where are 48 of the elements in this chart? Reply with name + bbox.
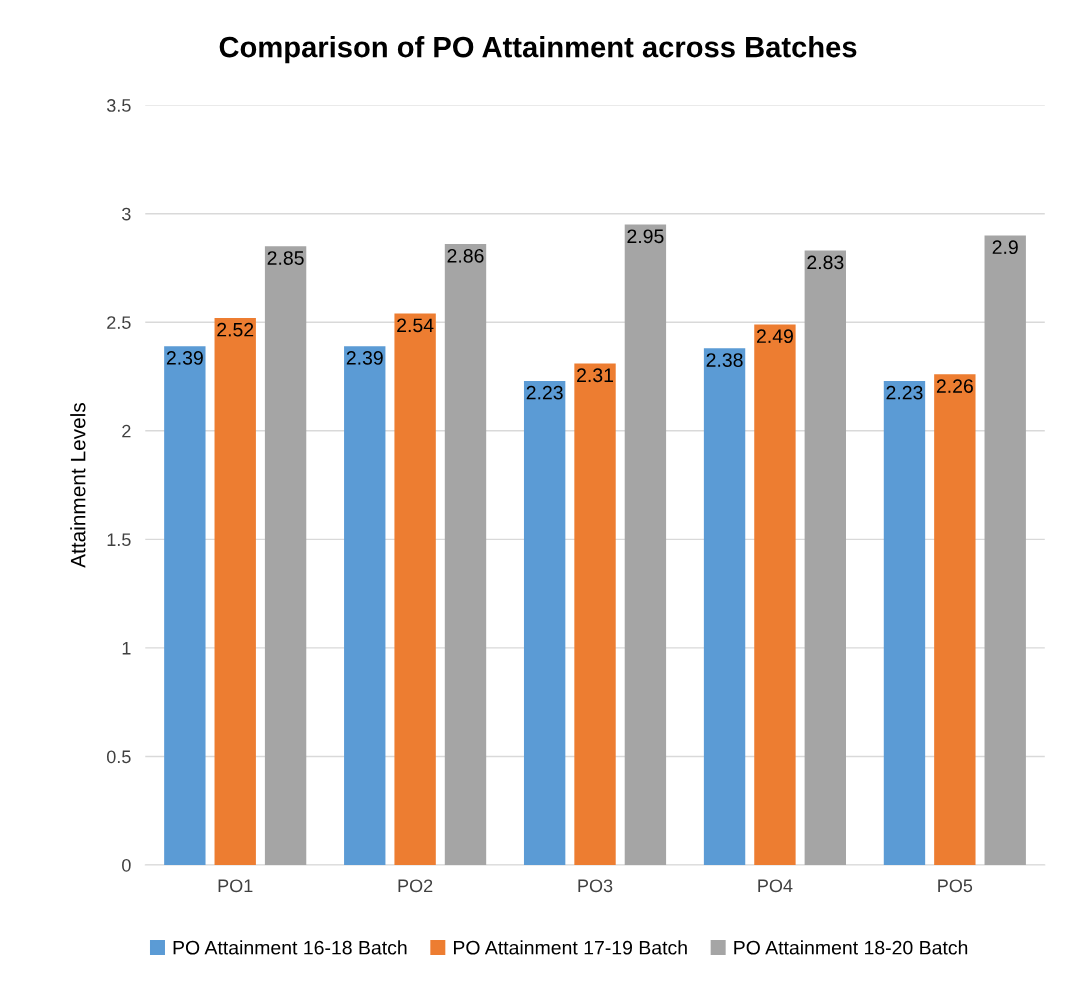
bar [444, 244, 487, 866]
bar [344, 346, 386, 866]
data-label: 2.49 [756, 329, 793, 344]
data-label: 2.52 [217, 322, 254, 337]
bar [934, 374, 976, 866]
data-label: 2.95 [627, 229, 664, 244]
bar [523, 380, 566, 866]
x-tick-label: PO2 [398, 879, 433, 893]
x-tick-label: PO4 [758, 879, 793, 893]
y-tick-label: 1 [122, 642, 131, 655]
chart-title: Comparison of PO Attainment across Batches [219, 36, 857, 64]
bar [754, 324, 796, 866]
data-label: 2.86 [447, 248, 484, 263]
y-axis-title: Attainment Levels [70, 403, 86, 568]
x-tick-label: PO5 [938, 879, 973, 893]
legend-label: PO Attainment 16-18 Batch [173, 940, 407, 955]
y-tick-label: 1.5 [107, 533, 131, 547]
legend-label: PO Attainment 17-19 Batch [454, 940, 687, 955]
bar [264, 246, 307, 866]
y-tick-label: 3 [122, 207, 131, 221]
data-label: 2.23 [526, 385, 563, 400]
data-label: 2.9 [992, 240, 1018, 255]
data-label: 2.38 [706, 353, 743, 367]
bar [394, 313, 436, 866]
y-tick-label: 2 [122, 424, 131, 438]
data-label: 2.85 [267, 251, 304, 265]
bar [703, 348, 746, 866]
y-tick-label: 3.5 [106, 99, 131, 112]
y-tick-label: 0.5 [106, 750, 131, 764]
bar [984, 235, 1026, 866]
bar [214, 317, 256, 866]
data-label: 2.23 [886, 385, 923, 400]
bar [804, 250, 846, 866]
x-tick-label: PO3 [578, 879, 613, 893]
y-tick-label: 0 [122, 858, 131, 872]
data-label: 2.54 [397, 318, 434, 333]
data-label: 2.39 [166, 351, 203, 365]
bar [574, 363, 616, 866]
bar [164, 346, 206, 866]
data-label: 2.31 [577, 368, 613, 383]
data-label: 2.26 [936, 379, 973, 393]
legend-label: PO Attainment 18-20 Batch [734, 940, 968, 955]
bar [883, 380, 926, 866]
x-tick-label: PO1 [218, 879, 253, 893]
bar [624, 224, 667, 866]
y-tick-label: 2.5 [107, 316, 131, 329]
data-label: 2.39 [346, 351, 383, 365]
data-label: 2.83 [807, 255, 844, 270]
